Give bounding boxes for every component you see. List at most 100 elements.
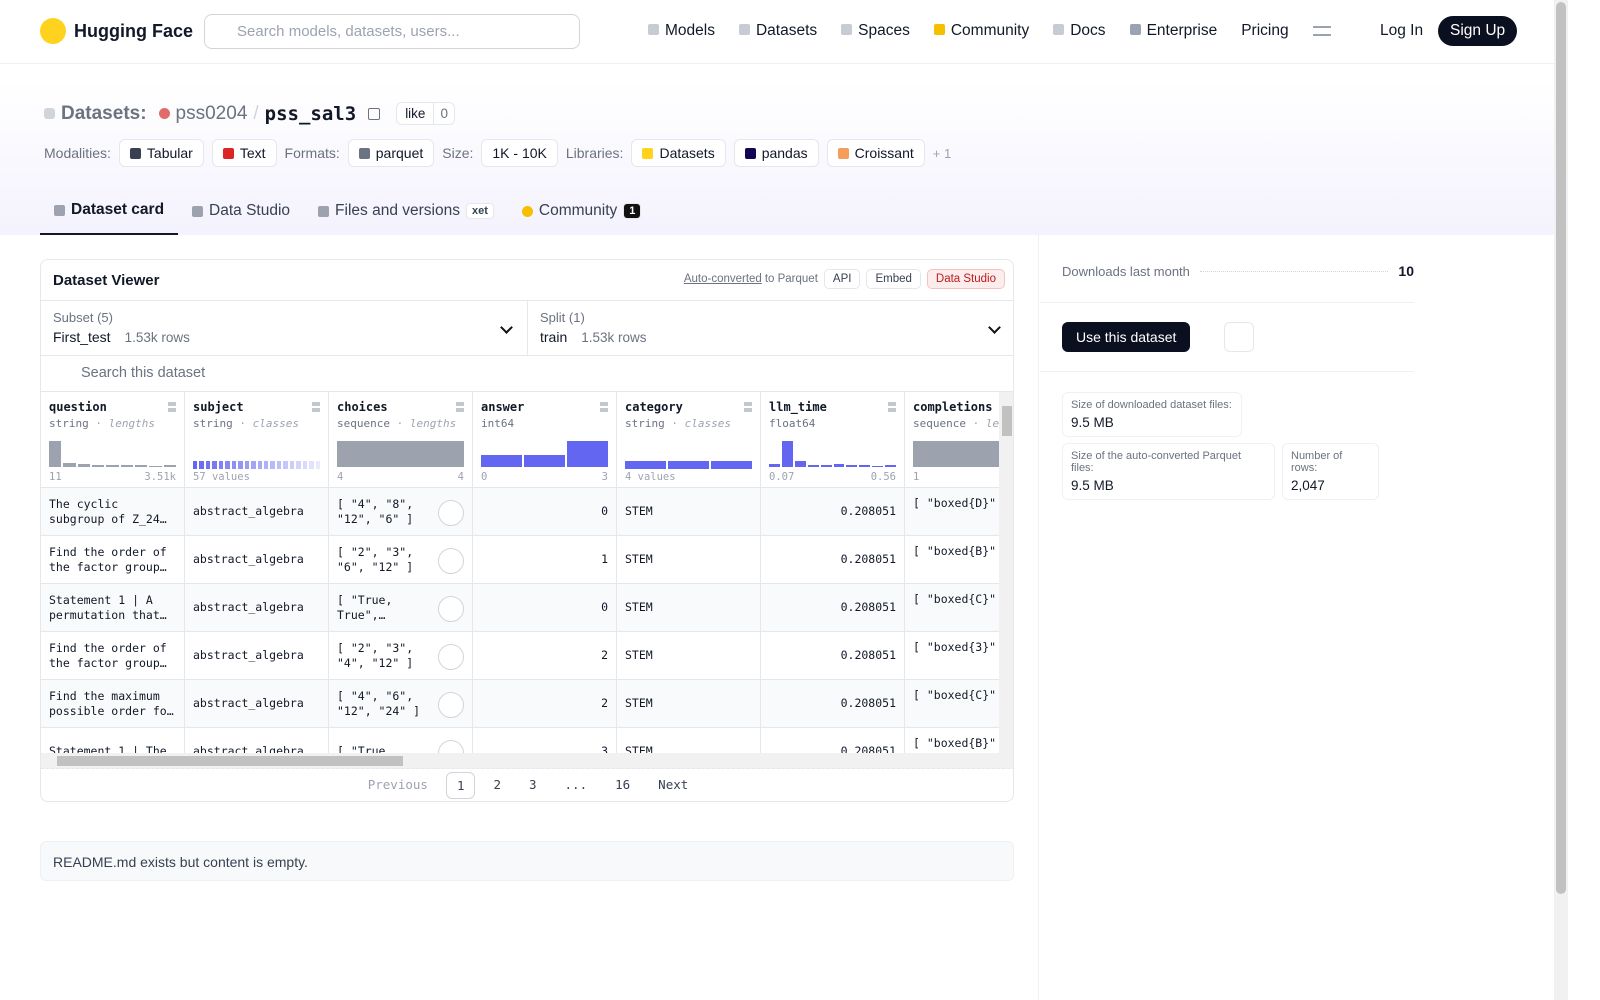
- cell[interactable]: 3: [473, 728, 616, 753]
- nav-link[interactable]: Datasets: [738, 22, 817, 40]
- previous[interactable]: Previous: [367, 777, 428, 792]
- cell[interactable]: [ "boxed{3}": [905, 632, 999, 680]
- cell[interactable]: 1: [473, 536, 616, 584]
- tag[interactable]: Text: [211, 139, 277, 167]
- tag[interactable]: Datasets: [631, 139, 726, 167]
- json-button[interactable]: [438, 692, 464, 718]
- tag[interactable]: Croissant: [826, 139, 925, 167]
- cell[interactable]: abstract_algebra: [185, 680, 328, 728]
- more-menu[interactable]: [1224, 322, 1254, 352]
- page-number[interactable]: 2: [493, 777, 501, 792]
- json-button[interactable]: [438, 548, 464, 574]
- login[interactable]: Log In: [1380, 22, 1424, 39]
- nav-link[interactable]: Spaces: [841, 22, 910, 40]
- cell[interactable]: [ "True, True",…: [329, 584, 472, 632]
- page-number[interactable]: 16: [615, 777, 631, 792]
- cell[interactable]: Find the maximum possible order fo…: [41, 680, 184, 728]
- cell[interactable]: 0: [473, 488, 616, 536]
- cell[interactable]: [ "boxed{B}": [905, 728, 999, 753]
- tab[interactable]: Community 1: [508, 190, 656, 235]
- cell[interactable]: [ "4", "6", "12", "24" ]: [329, 680, 472, 728]
- use-dataset[interactable]: Use this dataset: [1062, 322, 1191, 352]
- cell[interactable]: Find the order of the factor group…: [41, 632, 184, 680]
- viewer-button[interactable]: API: [823, 269, 861, 289]
- cell[interactable]: 0.208051: [761, 536, 904, 584]
- dataset-name[interactable]: pss_sal3: [264, 102, 357, 125]
- cell[interactable]: abstract_algebra: [185, 728, 328, 753]
- nav-link[interactable]: Docs: [1053, 22, 1106, 40]
- column-header[interactable]: completions sequencele 1: [905, 392, 999, 488]
- column-header[interactable]: category stringclasses 4 values: [617, 392, 760, 488]
- cell[interactable]: 0: [473, 584, 616, 632]
- sort-icon[interactable]: [888, 402, 896, 412]
- tab[interactable]: Files and versions xet: [304, 190, 508, 235]
- brand[interactable]: Hugging Face: [40, 18, 193, 44]
- nav-link[interactable]: Community: [933, 22, 1029, 40]
- copy-icon[interactable]: [368, 107, 381, 120]
- nav-link[interactable]: Models: [648, 22, 715, 40]
- cell[interactable]: [ "boxed{D}": [905, 488, 999, 536]
- cell[interactable]: 0.208051: [761, 632, 904, 680]
- tab[interactable]: Dataset card: [40, 190, 179, 235]
- sort-icon[interactable]: [168, 402, 176, 412]
- signup[interactable]: Sign Up: [1438, 16, 1518, 46]
- cell[interactable]: STEM: [617, 488, 760, 536]
- auto-converted-link[interactable]: Auto-converted: [683, 273, 762, 285]
- cell[interactable]: [ "2", "3", "4", "12" ]: [329, 632, 472, 680]
- tag[interactable]: Tabular: [118, 139, 204, 167]
- sort-icon[interactable]: [600, 402, 608, 412]
- cell[interactable]: Statement 1 | The: [41, 728, 184, 753]
- sort-icon[interactable]: [312, 402, 320, 412]
- page-number[interactable]: 1: [445, 772, 476, 799]
- cell[interactable]: 0.208051: [761, 584, 904, 632]
- search-dataset[interactable]: Search this dataset: [41, 356, 1013, 392]
- cell[interactable]: STEM: [617, 680, 760, 728]
- tag[interactable]: pandas: [733, 139, 819, 167]
- cell[interactable]: STEM: [617, 728, 760, 753]
- cell[interactable]: [ "True,: [329, 728, 472, 753]
- cell[interactable]: 2: [473, 632, 616, 680]
- viewer-button[interactable]: Embed: [866, 269, 921, 289]
- nav-link[interactable]: Enterprise: [1129, 22, 1217, 40]
- cell[interactable]: 2: [473, 680, 616, 728]
- menu-icon[interactable]: [1312, 26, 1331, 36]
- like-button[interactable]: like 0: [396, 102, 455, 125]
- json-button[interactable]: [438, 500, 464, 526]
- tag[interactable]: 1K - 10K: [481, 139, 558, 167]
- cell[interactable]: abstract_algebra: [185, 488, 328, 536]
- cell[interactable]: The cyclic subgroup of Z_24…: [41, 488, 184, 536]
- page-number[interactable]: 3: [529, 777, 537, 792]
- cell[interactable]: abstract_algebra: [185, 632, 328, 680]
- cell[interactable]: [ "boxed{C}": [905, 680, 999, 728]
- search-box[interactable]: Search models, datasets, users...: [204, 14, 580, 49]
- cell[interactable]: 0.208051: [761, 488, 904, 536]
- cell[interactable]: STEM: [617, 536, 760, 584]
- cell[interactable]: [ "4", "8", "12", "6" ]: [329, 488, 472, 536]
- column-header[interactable]: subject stringclasses 57 values: [185, 392, 328, 488]
- json-button[interactable]: [438, 740, 464, 753]
- viewer-button[interactable]: Data Studio: [926, 269, 1005, 289]
- cell[interactable]: 0.208051: [761, 680, 904, 728]
- more-libraries[interactable]: + 1: [932, 145, 952, 161]
- cell[interactable]: [ "boxed{B}": [905, 536, 999, 584]
- column-header[interactable]: choices sequencelengths 4 4: [329, 392, 472, 488]
- cell[interactable]: STEM: [617, 632, 760, 680]
- tab[interactable]: Data Studio: [178, 190, 304, 235]
- subset-select[interactable]: Subset (5) First_test 1.53k rows: [41, 301, 527, 356]
- json-button[interactable]: [438, 596, 464, 622]
- column-header[interactable]: answer int64 0 3: [473, 392, 616, 488]
- cell[interactable]: 0.208051: [761, 728, 904, 753]
- next[interactable]: Next: [658, 777, 689, 792]
- column-header[interactable]: question stringlengths 11 3.51k: [41, 392, 184, 488]
- cell[interactable]: STEM: [617, 584, 760, 632]
- cell[interactable]: Find the order of the factor group…: [41, 536, 184, 584]
- nav-link[interactable]: Pricing: [1241, 22, 1288, 40]
- page-number[interactable]: ...: [564, 777, 588, 792]
- tag[interactable]: parquet: [347, 139, 435, 167]
- cell[interactable]: Statement 1 | A permutation that…: [41, 584, 184, 632]
- owner[interactable]: pss0204: [175, 102, 248, 124]
- json-button[interactable]: [438, 644, 464, 670]
- cell[interactable]: [ "2", "3", "6", "12" ]: [329, 536, 472, 584]
- sort-icon[interactable]: [456, 402, 464, 412]
- cell[interactable]: abstract_algebra: [185, 584, 328, 632]
